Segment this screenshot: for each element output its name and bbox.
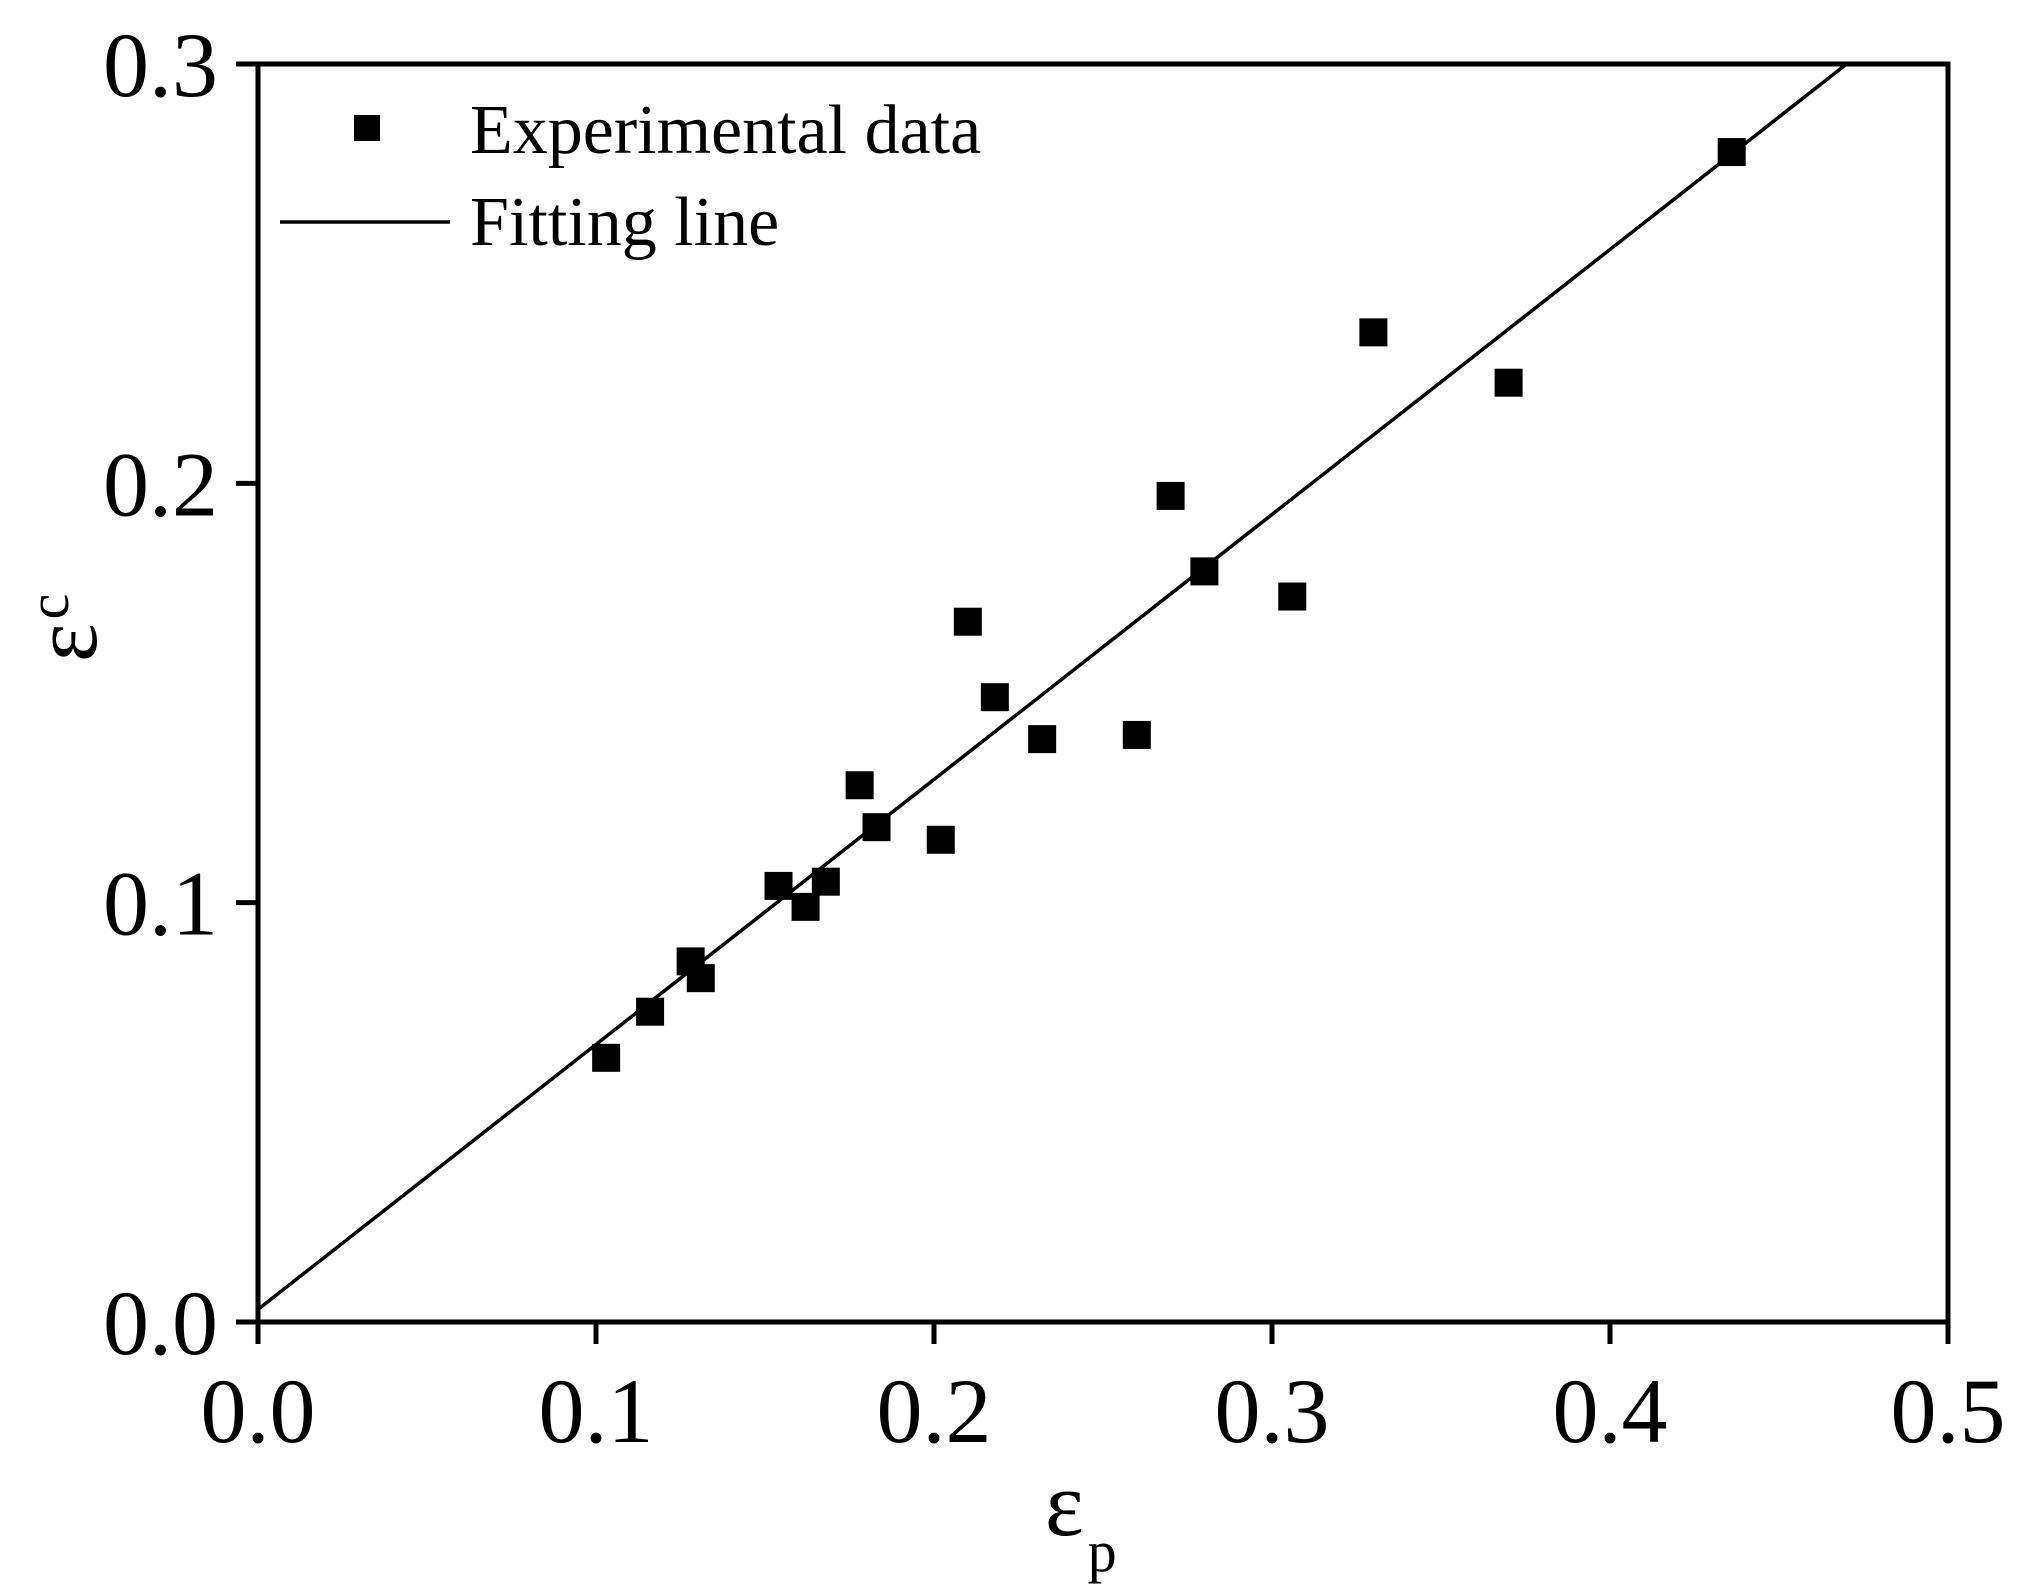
y-tick-label: 0.3	[103, 14, 218, 116]
data-point	[764, 871, 793, 900]
plot-frame	[255, 61, 1951, 1325]
data-point	[592, 1043, 621, 1072]
legend: Experimental data Fitting line	[280, 92, 981, 261]
x-tick-label: 0.0	[201, 1360, 316, 1462]
data-point	[1122, 720, 1151, 749]
x-tick-label: 0.1	[539, 1360, 654, 1462]
y-axis-label-symbol: ε	[14, 623, 116, 662]
data-point	[1156, 481, 1185, 510]
y-tick-label: 0.2	[103, 433, 218, 535]
data-point	[1359, 318, 1388, 347]
x-tick-label: 0.3	[1215, 1360, 1330, 1462]
data-point	[845, 771, 874, 800]
data-point	[791, 892, 820, 921]
x-axis-label-subscript: p	[1088, 1519, 1117, 1584]
x-axis-label: εp	[1045, 1453, 1117, 1584]
y-axis-label-subscript: c	[16, 594, 81, 620]
data-point	[1028, 725, 1057, 754]
data-point	[811, 867, 840, 896]
data-point	[953, 607, 982, 636]
data-points-layer	[592, 138, 1746, 1072]
x-axis-label-symbol: ε	[1045, 1453, 1084, 1555]
data-point	[636, 997, 665, 1026]
data-point	[926, 825, 955, 854]
fitting-line-layer	[256, 62, 1848, 1311]
axes-layer	[255, 61, 1951, 1325]
data-point	[686, 964, 715, 993]
data-point	[1278, 582, 1307, 611]
data-point	[862, 813, 891, 842]
data-point	[1494, 368, 1523, 397]
y-axis-label: εc	[14, 594, 116, 662]
x-tick-label: 0.5	[1891, 1360, 2006, 1462]
data-point	[1190, 557, 1219, 586]
legend-label-experimental: Experimental data	[470, 92, 981, 169]
y-tick-label: 0.0	[103, 1272, 218, 1374]
fitting-line	[256, 62, 1848, 1311]
data-point	[980, 683, 1009, 712]
data-point	[1717, 138, 1746, 167]
ticks-layer: 0.0 0.1 0.2 0.3 0.4 0.5 0.0 0.1 0.2 0.3	[103, 14, 2006, 1462]
x-tick-label: 0.2	[877, 1360, 992, 1462]
y-tick-label: 0.1	[103, 853, 218, 955]
x-tick-label: 0.4	[1553, 1360, 1668, 1462]
legend-marker-square	[354, 115, 380, 141]
legend-label-fitting: Fitting line	[470, 184, 779, 261]
